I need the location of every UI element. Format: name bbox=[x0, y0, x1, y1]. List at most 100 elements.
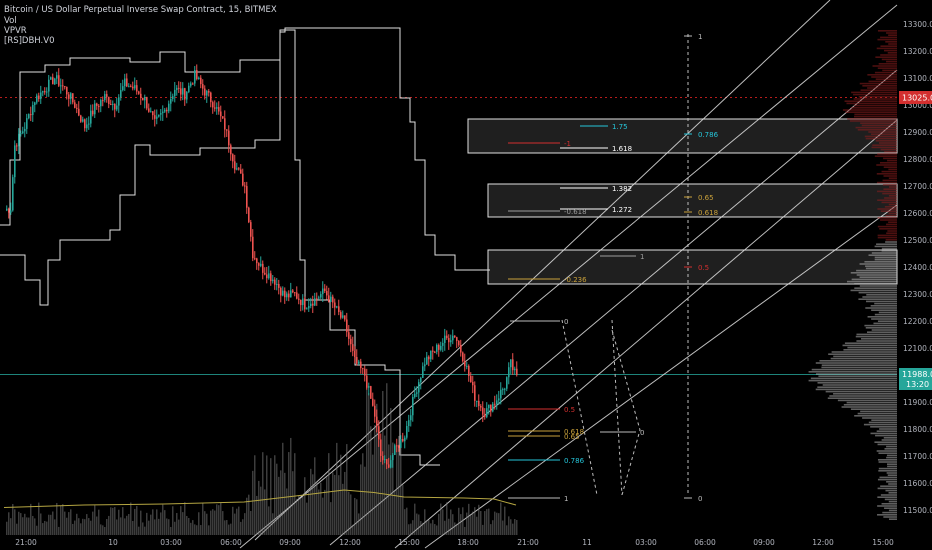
vpvr-bar bbox=[883, 437, 897, 439]
candle-body bbox=[148, 108, 150, 112]
fib-zone-band bbox=[487, 183, 898, 218]
volume-bar bbox=[276, 463, 278, 535]
candle-body bbox=[176, 87, 178, 90]
time-tick-label: 03:00 bbox=[160, 538, 182, 547]
vpvr-bar bbox=[877, 153, 897, 155]
candle-body bbox=[192, 83, 194, 85]
volume-bar bbox=[284, 472, 286, 535]
volume-bar bbox=[464, 526, 466, 535]
volume-bar bbox=[414, 503, 416, 535]
volume-bar bbox=[302, 496, 304, 535]
vpvr-bar bbox=[881, 503, 897, 505]
candle-body bbox=[434, 351, 436, 353]
volume-bar bbox=[278, 476, 280, 535]
vpvr-bar bbox=[886, 232, 897, 234]
vpvr-bar bbox=[885, 241, 897, 243]
candle-body bbox=[218, 107, 220, 112]
vpvr-bar bbox=[877, 234, 897, 237]
candle-body bbox=[354, 350, 356, 358]
candle-body bbox=[20, 133, 22, 135]
volume-bar bbox=[308, 489, 310, 535]
candle-body bbox=[98, 105, 100, 107]
candle-body bbox=[386, 459, 388, 465]
vpvr-bar bbox=[863, 423, 897, 426]
regression-channel bbox=[239, 0, 898, 549]
candle-body bbox=[242, 173, 244, 186]
fib-level-label: -1 bbox=[564, 140, 571, 148]
candle-body bbox=[358, 361, 360, 364]
fib-marker-label: 0.5 bbox=[698, 264, 709, 272]
candle-body bbox=[254, 258, 256, 260]
vpvr-bar bbox=[882, 511, 897, 514]
candle-body bbox=[278, 283, 280, 288]
vpvr-bar bbox=[846, 401, 897, 404]
vpvr-bar bbox=[846, 102, 897, 105]
volume-bar bbox=[406, 507, 408, 535]
vpvr-bar bbox=[861, 338, 897, 340]
vpvr-bar bbox=[875, 434, 897, 437]
indicator-vol[interactable]: Vol bbox=[4, 16, 17, 26]
volume-bar bbox=[158, 518, 160, 535]
candle-body bbox=[120, 90, 122, 98]
volume-bar bbox=[116, 519, 118, 535]
vpvr-bar bbox=[874, 258, 897, 261]
candle-body bbox=[348, 332, 350, 339]
fib-zone-bands bbox=[467, 118, 898, 285]
vpvr-bar bbox=[888, 203, 897, 206]
vpvr-bar bbox=[868, 421, 897, 424]
vpvr-bar bbox=[847, 118, 897, 120]
volume-bar bbox=[10, 518, 12, 535]
indicator-vpvr[interactable]: VPVR bbox=[4, 26, 27, 36]
candle-body bbox=[234, 161, 236, 170]
candle-body bbox=[388, 464, 390, 468]
volume-bar bbox=[304, 477, 306, 535]
volume-bar bbox=[316, 481, 318, 535]
volume-bar bbox=[66, 517, 68, 535]
vpvr-bar bbox=[878, 142, 897, 144]
candle-body bbox=[118, 97, 120, 106]
volume-bar bbox=[384, 435, 386, 535]
vpvr-bar bbox=[843, 349, 897, 351]
candle-body bbox=[420, 377, 422, 383]
candle-body bbox=[200, 77, 202, 85]
vpvr-bar bbox=[870, 305, 897, 307]
candle-body bbox=[188, 85, 190, 92]
candle-body bbox=[416, 392, 418, 394]
candle-body bbox=[48, 79, 50, 92]
volume-bar bbox=[154, 519, 156, 535]
vpvr-bar bbox=[849, 120, 897, 122]
candle-body bbox=[336, 306, 338, 308]
candle-body bbox=[284, 290, 286, 298]
volume-bar bbox=[340, 454, 342, 535]
volume-bar bbox=[166, 518, 168, 535]
vpvr-bar bbox=[877, 459, 897, 461]
vpvr-bar bbox=[822, 384, 897, 386]
time-axis[interactable]: 21:00 10 03:00 06:00 09:00 12:00 15:00 18:00 21:… bbox=[15, 538, 894, 547]
vpvr-bar bbox=[877, 190, 897, 193]
vpvr-bar bbox=[876, 164, 897, 166]
candle-body bbox=[506, 377, 508, 389]
candle-body bbox=[510, 359, 512, 368]
vpvr-bar bbox=[854, 415, 897, 417]
candle-body bbox=[342, 315, 344, 318]
candle-body bbox=[394, 445, 396, 456]
volume-bar bbox=[432, 519, 434, 535]
volume-bar bbox=[46, 521, 48, 535]
candle-body bbox=[180, 88, 182, 95]
volume-bar bbox=[244, 513, 246, 535]
candle-body bbox=[274, 279, 276, 285]
volume-bar bbox=[160, 512, 162, 535]
indicator-dbh[interactable]: [RS]DBH.V0 bbox=[4, 36, 54, 46]
volume-bar bbox=[482, 524, 484, 535]
candle-body bbox=[182, 88, 184, 95]
candle-body bbox=[478, 400, 480, 407]
vpvr-bar bbox=[888, 509, 897, 512]
vpvr-bar bbox=[887, 52, 897, 54]
candle-body bbox=[370, 386, 372, 399]
volume-bar bbox=[486, 509, 488, 535]
vpvr-bar bbox=[884, 498, 897, 501]
volume-bar bbox=[512, 523, 514, 535]
